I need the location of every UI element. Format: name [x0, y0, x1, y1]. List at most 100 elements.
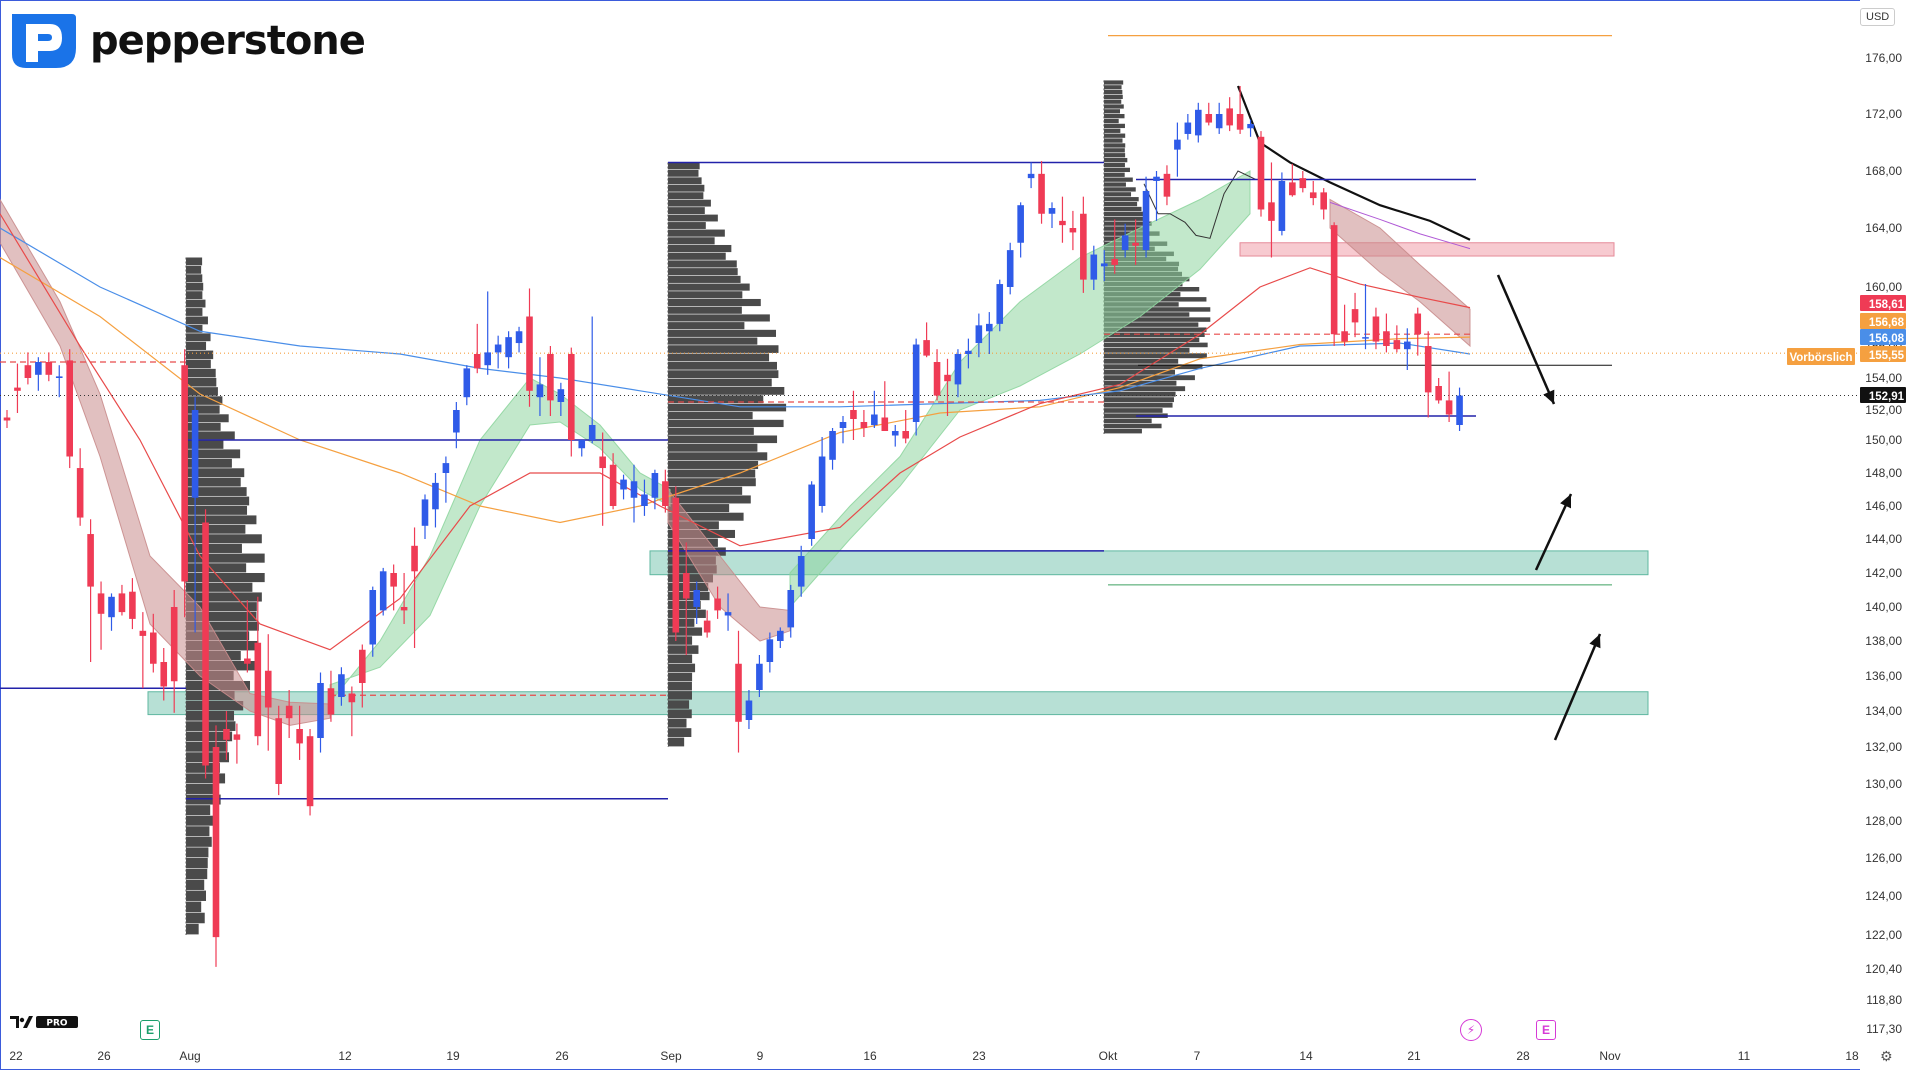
candle-body — [432, 482, 439, 510]
volume-profile-aug-bar — [186, 506, 248, 515]
candle-body — [808, 484, 815, 539]
candle-body — [756, 663, 763, 690]
candle-body — [296, 729, 303, 744]
candle-body — [1351, 309, 1359, 323]
volume-profile-oct-bar — [1104, 197, 1139, 202]
svg-text:PRO: PRO — [46, 1019, 68, 1029]
volume-profile-sep-bar — [668, 306, 742, 314]
price-axis-tick-label: 128,00 — [1865, 814, 1902, 828]
volume-profile-oct-bar — [1104, 118, 1119, 124]
price-label-156,08: 156,08 — [1869, 333, 1905, 345]
candle-body — [672, 497, 680, 633]
volume-profile-sep-bar — [668, 177, 702, 185]
candle-body — [777, 630, 784, 641]
price-axis-tick-label: 118,80 — [1866, 993, 1902, 1007]
candle-body — [1163, 173, 1171, 197]
volume-profile-aug-bar — [186, 890, 207, 901]
price-axis-tick-label: 152,00 — [1865, 403, 1902, 417]
candle-body — [202, 522, 209, 766]
candle-body — [338, 674, 345, 697]
price-axis-tick-label: 168,00 — [1865, 164, 1902, 178]
candle-body — [923, 340, 930, 356]
price-axis-tick-label: 134,00 — [1865, 704, 1902, 718]
volume-profile-sep-bar — [668, 663, 696, 673]
candle-body — [891, 431, 899, 436]
time-axis-tick-label: 19 — [446, 1049, 460, 1063]
volume-profile-sep-bar — [668, 691, 692, 700]
candle-body — [1278, 180, 1286, 231]
volume-profile-aug-bar — [186, 611, 257, 621]
volume-profile-sep-bar — [668, 322, 745, 330]
volume-profile-sep-bar — [668, 370, 779, 379]
volume-profile-aug-bar — [186, 368, 216, 378]
candle-body — [369, 590, 377, 645]
price-axis-tick-label: 136,00 — [1865, 669, 1902, 683]
candle-body — [1215, 114, 1223, 129]
candle-body — [359, 649, 366, 683]
volume-profile-aug-bar — [186, 496, 250, 506]
time-axis-tick-label: 9 — [757, 1049, 764, 1063]
time-axis-tick-label: 22 — [9, 1049, 23, 1063]
volume-profile-sep-bar — [668, 600, 701, 610]
volume-profile-aug-bar — [186, 440, 224, 449]
candle-body — [442, 463, 450, 473]
candle-body — [902, 431, 909, 439]
zone-green-1 — [147, 691, 1649, 716]
volume-profile-sep-bar — [668, 419, 784, 428]
candle-body — [724, 612, 732, 616]
volume-profile-sep-bar — [668, 378, 772, 387]
volume-profile-aug-bar — [186, 847, 209, 858]
price-axis-tick-label: 126,00 — [1865, 851, 1902, 865]
candle-body — [24, 365, 32, 378]
settings-gear-icon[interactable]: ⚙ — [1880, 1048, 1893, 1064]
volume-profile-oct-bar — [1104, 386, 1186, 392]
volume-profile-aug-bar — [186, 257, 203, 266]
candle-body — [871, 414, 878, 425]
ma-band-red-3 — [1329, 198, 1471, 348]
volume-profile-oct-bar — [1104, 128, 1121, 133]
dividend-marker-icon[interactable]: ⚡ — [1460, 1019, 1482, 1041]
price-label-158,61: 158,61 — [1869, 299, 1905, 311]
price-axis-tick-label: 140,00 — [1865, 600, 1902, 614]
pepperstone-logo-icon — [12, 14, 76, 68]
currency-button[interactable]: USD — [1860, 8, 1896, 26]
volume-profile-sep-bar — [668, 260, 737, 268]
volume-profile-oct-bar — [1104, 358, 1179, 364]
volume-profile-sep-bar — [668, 718, 687, 728]
price-label-156,68: 156,68 — [1869, 317, 1905, 329]
candle-body — [1006, 250, 1014, 287]
earnings-marker-icon[interactable]: E — [140, 1020, 160, 1040]
candle-body — [839, 422, 847, 428]
candle-body — [108, 596, 115, 618]
ma-band-green-1 — [329, 377, 671, 704]
volume-profile-aug-bar — [186, 901, 202, 913]
volume-profile-oct-bar — [1104, 99, 1122, 104]
volume-profile-sep-bar — [668, 222, 706, 229]
volume-profile-sep-bar — [668, 495, 751, 504]
volume-profile-sep-bar — [668, 700, 690, 709]
volume-profile-oct-bar — [1104, 391, 1176, 397]
volume-profile-oct-bar — [1104, 114, 1125, 119]
volume-profile-oct-bar — [1104, 133, 1126, 138]
candle-body — [150, 632, 157, 664]
arrow-up-2-head — [1589, 634, 1601, 649]
volume-profile-sep-bar — [668, 618, 695, 627]
volume-profile-sep-bar — [668, 268, 738, 276]
volume-profile-aug-bar — [186, 731, 233, 742]
candle-body — [453, 410, 460, 433]
volume-profile-aug-bar — [186, 923, 199, 935]
volume-profile-sep-bar — [668, 443, 758, 452]
earnings-marker-upcoming-icon[interactable]: E — [1536, 1020, 1556, 1040]
candle-body — [620, 479, 627, 490]
volume-profile-aug-bar — [186, 468, 245, 478]
price-axis-tick-label: 124,00 — [1865, 889, 1902, 903]
candle-body — [599, 456, 606, 469]
volume-profile-sep-bar — [668, 609, 706, 618]
candle-body — [411, 545, 418, 572]
candle-body — [118, 593, 126, 613]
candle-body — [1132, 242, 1139, 246]
candle-body — [536, 384, 544, 398]
candle-body — [735, 663, 742, 722]
volume-profile-sep-bar — [668, 504, 730, 513]
